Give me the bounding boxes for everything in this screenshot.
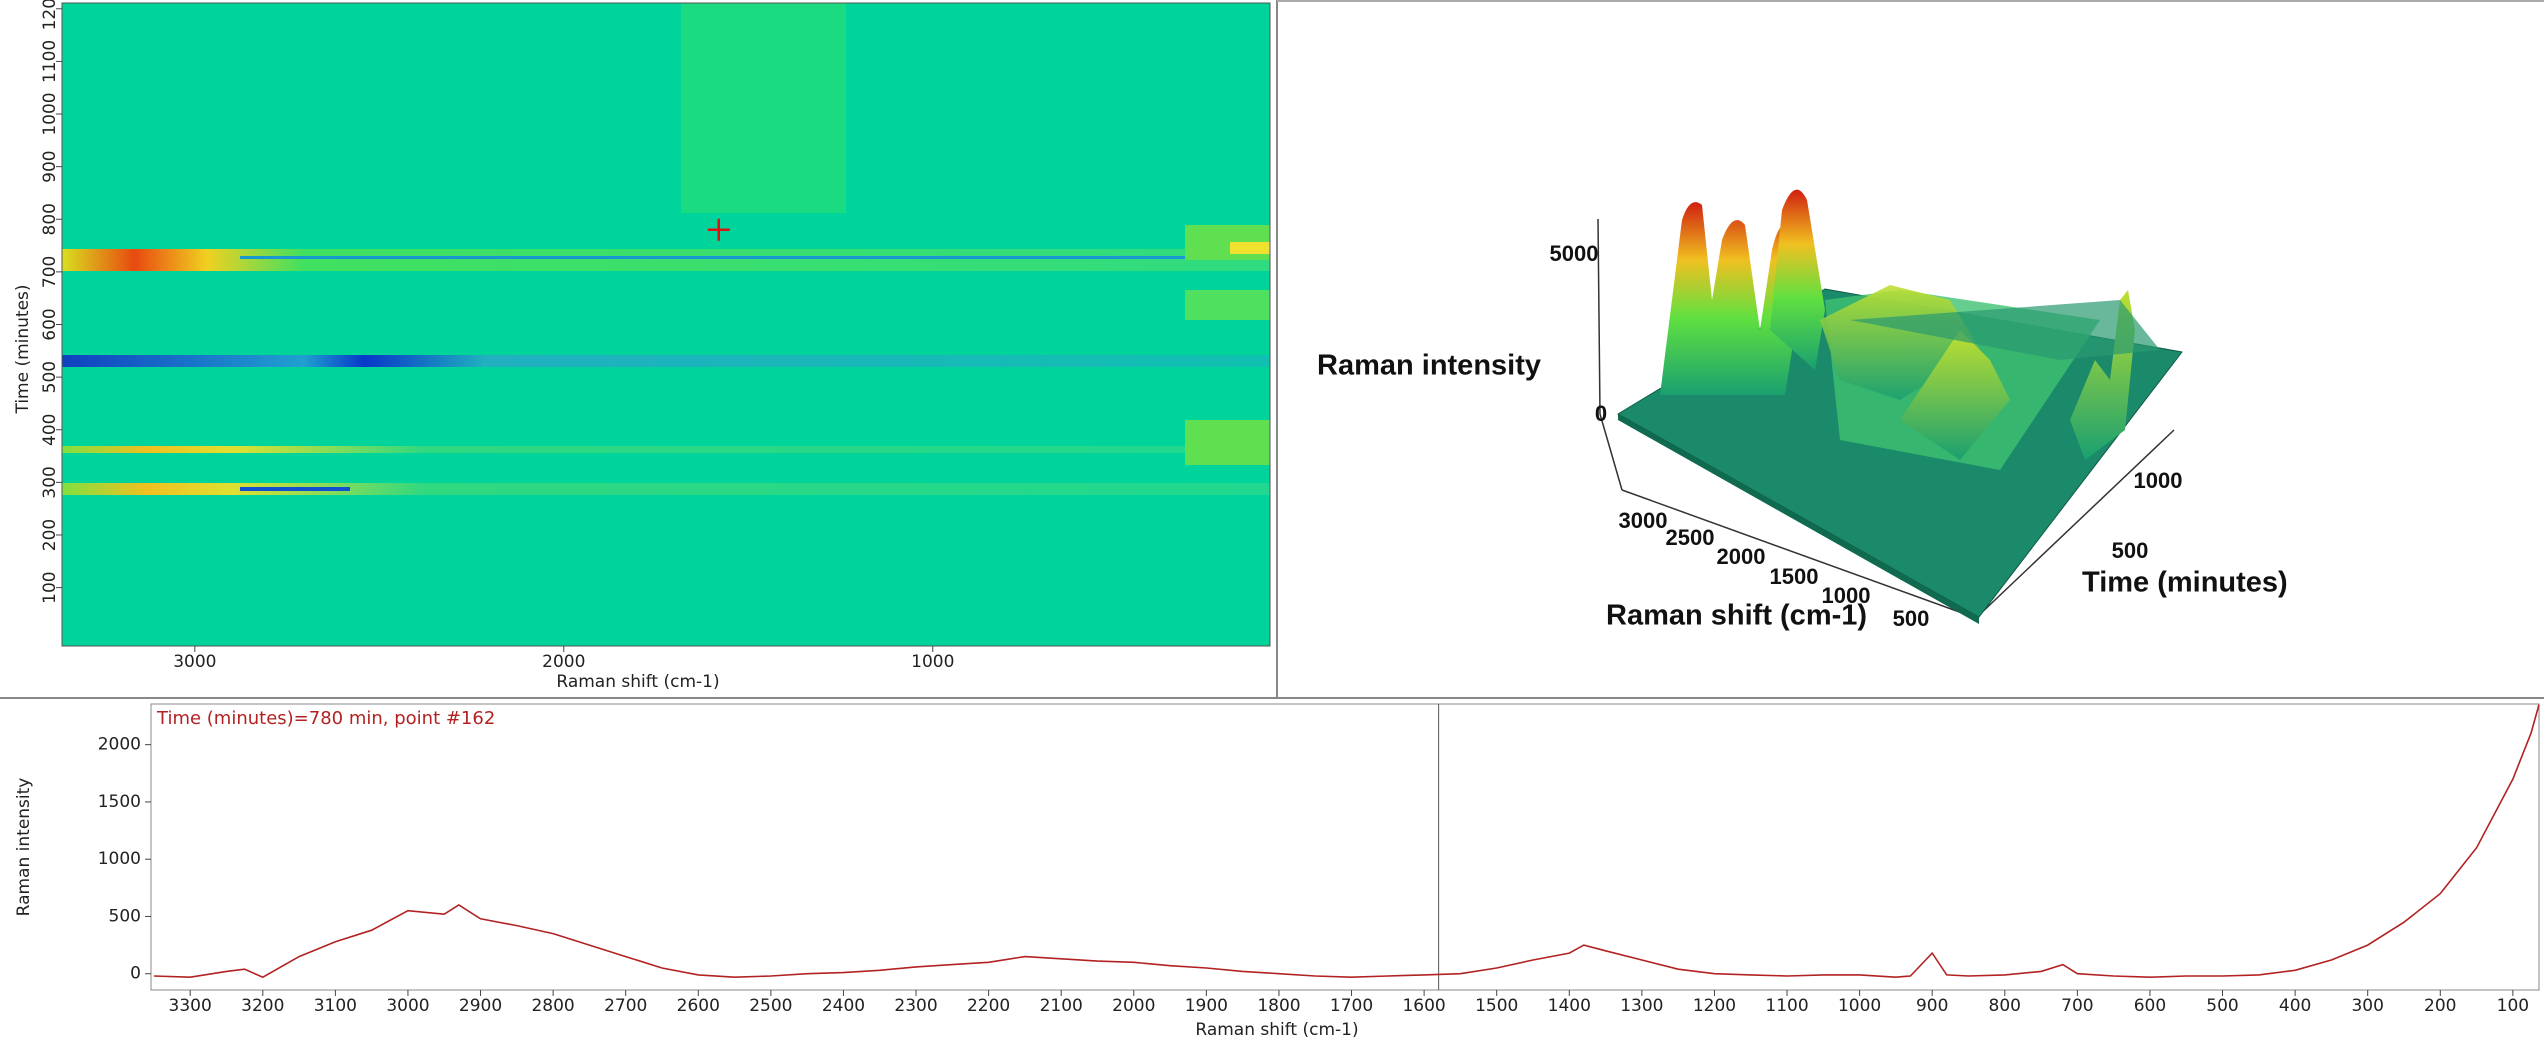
y-tick-label: 200	[40, 519, 60, 551]
x-tick-label: 3300	[169, 996, 212, 1016]
surface-tick-label: 1500	[1770, 564, 1819, 589]
surface-tick-label: 5000	[1550, 241, 1599, 266]
spectrum-line	[153, 704, 2540, 979]
y-tick-label: 1000	[98, 849, 141, 869]
heatmap-image	[62, 3, 1270, 646]
x-tick-label: 900	[1916, 996, 1948, 1016]
surface-z-label: Raman intensity	[1317, 350, 1541, 382]
heatmap-x-label: Raman shift (cm-1)	[556, 672, 719, 692]
surface-y-label: Time (minutes)	[2082, 567, 2288, 599]
x-tick-label: 1100	[1765, 996, 1808, 1016]
y-tick-label: 1200	[40, 0, 60, 30]
x-tick-label: 1700	[1330, 996, 1373, 1016]
y-tick-label: 900	[40, 150, 60, 182]
x-tick-label: 1900	[1185, 996, 1228, 1016]
x-tick-label: 1000	[911, 652, 954, 672]
x-tick-label: 2700	[604, 996, 647, 1016]
x-tick-label: 2100	[1040, 996, 1083, 1016]
y-tick-label: 600	[40, 308, 60, 340]
y-tick-label: 1000	[40, 92, 60, 135]
y-tick-label: 300	[40, 466, 60, 498]
surface-x-label: Raman shift (cm-1)	[1606, 600, 1867, 632]
y-tick-label: 500	[40, 361, 60, 393]
x-tick-label: 1000	[1838, 996, 1881, 1016]
x-tick-label: 1800	[1257, 996, 1300, 1016]
y-tick-label: 100	[40, 571, 60, 603]
surface-tick-label: 500	[1893, 606, 1930, 631]
y-tick-label: 800	[40, 203, 60, 235]
surface-3d	[1597, 189, 2183, 624]
x-tick-label: 3200	[241, 996, 284, 1016]
surface-tick-label: 2000	[1717, 544, 1766, 569]
x-tick-label: 300	[2351, 996, 2383, 1016]
x-tick-label: 700	[2061, 996, 2093, 1016]
surface-tick-label: 0	[1595, 401, 1607, 426]
surface-tick-label: 500	[2112, 538, 2149, 563]
spectrum-frame	[150, 703, 2540, 991]
surface-tick-label: 3000	[1619, 508, 1668, 533]
annotation: Time (minutes)=780 min, point #162	[156, 708, 495, 729]
x-axis-label: Raman shift (cm-1)	[1195, 1020, 1358, 1040]
x-tick-label: 1500	[1475, 996, 1518, 1016]
x-tick-label: 1200	[1693, 996, 1736, 1016]
x-tick-label: 2000	[1112, 996, 1155, 1016]
x-tick-label: 2000	[542, 652, 585, 672]
x-tick-label: 800	[1989, 996, 2021, 1016]
x-tick-label: 3100	[314, 996, 357, 1016]
surface-tick-label: 2500	[1666, 525, 1715, 550]
surface-tick-label: 1000	[2134, 468, 2183, 493]
y-tick-label: 400	[40, 414, 60, 446]
x-tick-label: 2200	[967, 996, 1010, 1016]
x-tick-label: 1600	[1402, 996, 1445, 1016]
y-tick-label: 1100	[40, 40, 60, 83]
y-tick-label: 500	[109, 906, 141, 926]
y-tick-label: 1500	[98, 792, 141, 812]
x-tick-label: 2800	[531, 996, 574, 1016]
y-tick-label: 700	[40, 256, 60, 288]
y-axis-label: Raman intensity	[14, 778, 34, 917]
x-tick-label: 1400	[1548, 996, 1591, 1016]
x-tick-label: 3000	[173, 652, 216, 672]
heatmap-y-label: Time (minutes)	[13, 284, 33, 414]
x-tick-label: 2900	[459, 996, 502, 1016]
spectrum: 3300 3200 3100 3000 2900 2800 2700 2600 2500 2400…	[98, 704, 2540, 1016]
y-tick-label: 2000	[98, 735, 141, 755]
heatmap-axes: 3000 2000 1000 100 200 300 400 500 600 700 800 900 1…	[40, 0, 954, 672]
x-tick-label: 2600	[677, 996, 720, 1016]
x-tick-label: 100	[2497, 996, 2529, 1016]
x-tick-label: 200	[2424, 996, 2456, 1016]
x-tick-label: 3000	[386, 996, 429, 1016]
x-tick-label: 2500	[749, 996, 792, 1016]
surface-tick-label: 1000	[1822, 583, 1871, 608]
x-tick-label: 1300	[1620, 996, 1663, 1016]
x-tick-label: 600	[2134, 996, 2166, 1016]
x-tick-label: 2300	[894, 996, 937, 1016]
x-tick-label: 400	[2279, 996, 2311, 1016]
x-tick-label: 500	[2206, 996, 2238, 1016]
x-tick-label: 2400	[822, 996, 865, 1016]
y-tick-label: 0	[130, 964, 141, 984]
